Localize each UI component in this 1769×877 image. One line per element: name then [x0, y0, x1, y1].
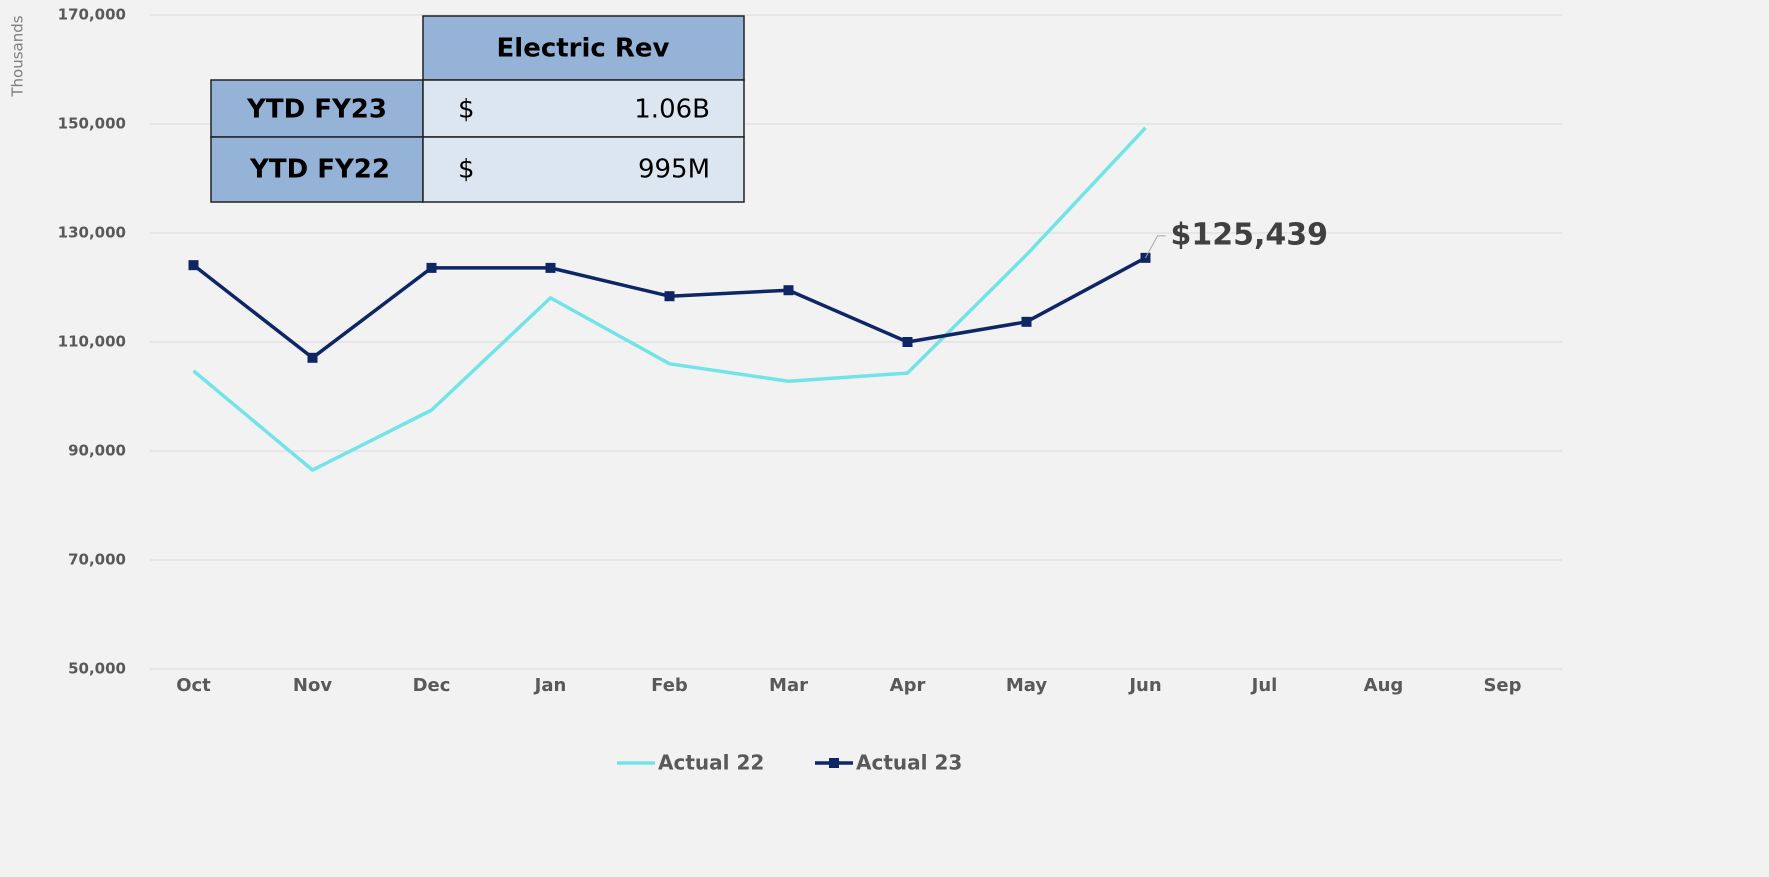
table-currency: $ — [458, 155, 475, 185]
x-tick-label: Oct — [176, 675, 211, 696]
x-tick-label: Jun — [1127, 675, 1161, 696]
table-value: 995M — [638, 155, 710, 185]
y-tick-label: 90,000 — [68, 442, 126, 460]
y-tick-label: 70,000 — [68, 551, 126, 569]
y-tick-label: 150,000 — [58, 115, 126, 133]
table-currency: $ — [458, 95, 475, 125]
y-tick-label: 130,000 — [58, 224, 126, 242]
y-tick-label: 110,000 — [58, 333, 126, 351]
x-tick-label: Feb — [651, 675, 688, 696]
series-line — [192, 126, 1147, 472]
x-tick-label: Dec — [413, 675, 451, 696]
table-cell — [210, 136, 424, 203]
x-tick-label: Jan — [533, 675, 567, 696]
x-tick-label: Jul — [1250, 675, 1278, 696]
data-label: $125,439 — [1171, 217, 1329, 252]
x-tick-label: May — [1006, 675, 1048, 696]
y-tick-label: 50,000 — [68, 660, 126, 678]
legend-label: Actual 23 — [856, 751, 962, 775]
x-tick-label: Apr — [890, 675, 926, 696]
table-cell — [422, 136, 745, 203]
marker — [545, 262, 556, 273]
label-leader — [1145, 235, 1166, 259]
table-row-label: YTD FY22 — [249, 155, 390, 185]
marker — [902, 337, 913, 347]
marker — [188, 260, 199, 271]
summary-table: Electric Rev YTD FY23 $ 1.06B YTD FY22 $… — [210, 15, 745, 203]
legend-marker — [829, 758, 839, 768]
y-tick-label: 170,000 — [58, 6, 126, 24]
marker — [307, 352, 318, 363]
y-axis-title: Thousands — [9, 15, 27, 97]
table-row-label: YTD FY23 — [246, 95, 387, 125]
table-value: 1.06B — [634, 95, 710, 125]
x-tick-label: Aug — [1364, 675, 1404, 696]
x-tick-label: Nov — [293, 675, 332, 696]
x-tick-label: Sep — [1483, 675, 1521, 696]
marker — [783, 285, 794, 296]
marker — [664, 291, 675, 302]
legend-label: Actual 22 — [658, 751, 764, 775]
marker — [426, 262, 437, 273]
table-title: Electric Rev — [497, 34, 670, 64]
marker — [1021, 316, 1032, 327]
x-tick-label: Mar — [769, 675, 808, 696]
